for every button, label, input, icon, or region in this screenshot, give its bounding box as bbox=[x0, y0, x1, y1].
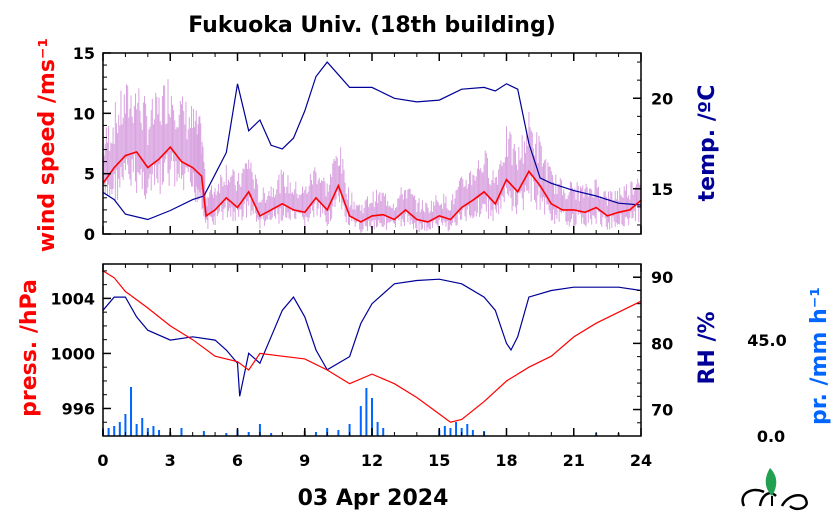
precip-bar bbox=[270, 433, 273, 436]
wind-tick-label: 15 bbox=[73, 44, 95, 63]
precip-bar bbox=[180, 428, 183, 436]
precip-bar bbox=[376, 422, 379, 436]
precip-bar bbox=[365, 388, 368, 436]
temp-tick-label: 15 bbox=[651, 180, 673, 199]
x-tick-label: 9 bbox=[299, 451, 310, 470]
precip-bar bbox=[466, 424, 469, 436]
precip-bar bbox=[113, 426, 116, 436]
wind-tick-label: 5 bbox=[84, 165, 95, 184]
bottom-tick-layer: 996 1000 1004 70 80 90 bbox=[50, 263, 673, 424]
wind-speed-series-line bbox=[102, 145, 642, 223]
precip-bar bbox=[124, 414, 127, 436]
precip-bar bbox=[443, 426, 446, 436]
x-tick-label: 3 bbox=[165, 451, 176, 470]
nies-logo bbox=[741, 468, 808, 511]
pressure-tick-label: 1000 bbox=[50, 344, 95, 363]
precip-bar bbox=[471, 430, 474, 436]
x-tick-label: 0 bbox=[97, 451, 108, 470]
pressure-tick-label: 1004 bbox=[50, 289, 95, 308]
rh-series-line bbox=[102, 278, 642, 397]
pressure-rh-precip-panel: 996 1000 1004 70 80 90 press. /hPa RH /% pr. … bbox=[17, 263, 832, 446]
precip-bar bbox=[158, 430, 161, 436]
rh-axis-label: RH /% bbox=[695, 311, 720, 384]
precip-bar bbox=[107, 428, 110, 436]
wind-temp-panel: 0 5 10 15 15 20 wind speed /ms⁻¹ temp. /ºC bbox=[35, 38, 720, 252]
precip-axis-label: pr. /mm h⁻¹ bbox=[807, 287, 832, 425]
precip-tick-max: 45.0 bbox=[747, 331, 786, 350]
precip-bar bbox=[371, 398, 373, 436]
precip-bar bbox=[455, 422, 458, 436]
precip-bar bbox=[337, 430, 340, 436]
precip-bar bbox=[258, 424, 261, 436]
temperature-axis-label: temp. /ºC bbox=[695, 85, 720, 202]
precipitation-bars bbox=[102, 387, 620, 436]
chart-title: Fukuoka Univ. (18th building) bbox=[188, 13, 556, 38]
precip-tick-zero: 0.0 bbox=[757, 427, 785, 446]
top-tick-layer: 0 5 10 15 15 20 bbox=[73, 44, 674, 244]
pressure-axis-label: press. /hPa bbox=[17, 279, 42, 417]
precip-bar bbox=[225, 433, 228, 436]
precip-bar bbox=[247, 432, 250, 436]
x-tick-label: 21 bbox=[563, 451, 585, 470]
x-tick-label: 6 bbox=[232, 451, 243, 470]
precip-bar bbox=[152, 426, 155, 436]
bottom-series-layer bbox=[102, 270, 642, 423]
rh-tick-label: 90 bbox=[651, 268, 673, 287]
temp-tick-label: 20 bbox=[651, 89, 673, 108]
wind-tick-label: 0 bbox=[84, 225, 95, 244]
time-axis: 0 3 6 9 12 15 18 21 24 bbox=[97, 53, 652, 470]
rh-tick-label: 80 bbox=[651, 334, 673, 353]
precip-bar bbox=[314, 432, 317, 436]
wind-speed-axis-label: wind speed /ms⁻¹ bbox=[35, 38, 60, 252]
precip-bar bbox=[141, 418, 144, 436]
wind-speed-raw-series bbox=[102, 79, 641, 233]
temperature-series-line bbox=[102, 61, 642, 221]
precip-bar bbox=[449, 428, 452, 436]
precip-bar bbox=[359, 406, 362, 436]
precip-bar bbox=[348, 424, 351, 436]
x-tick-label: 12 bbox=[361, 451, 383, 470]
pressure-series-line bbox=[102, 270, 642, 423]
top-series-layer bbox=[102, 61, 642, 223]
wind-tick-label: 10 bbox=[73, 104, 95, 123]
precip-bar bbox=[118, 422, 121, 436]
precip-bar bbox=[130, 387, 133, 436]
x-tick-label: 15 bbox=[428, 451, 450, 470]
date-label: 03 Apr 2024 bbox=[298, 486, 449, 511]
rh-tick-label: 70 bbox=[651, 401, 673, 420]
precip-bar bbox=[135, 424, 138, 436]
precip-bar bbox=[382, 428, 385, 436]
precip-bar bbox=[202, 431, 205, 436]
x-tick-label: 24 bbox=[630, 451, 652, 470]
pressure-tick-label: 996 bbox=[62, 399, 95, 418]
x-tick-label: 18 bbox=[495, 451, 517, 470]
